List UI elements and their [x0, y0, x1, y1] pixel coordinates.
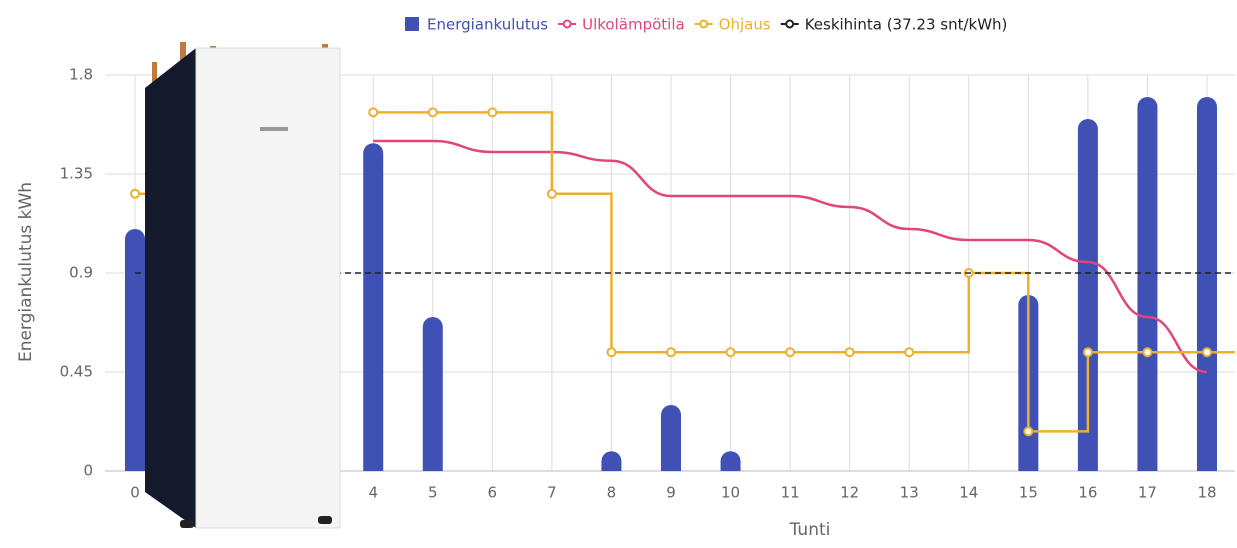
point [1202, 347, 1212, 358]
y-axis-title: Energiankulutus kWh [16, 182, 36, 362]
point [844, 347, 855, 358]
point [368, 107, 379, 118]
bar [601, 451, 622, 471]
x-tick-label: 4 [368, 484, 378, 502]
point [666, 347, 676, 358]
x-axis-title: Tunti [789, 520, 831, 540]
x-tick-label: 13 [900, 484, 919, 502]
legend-swatch [785, 19, 795, 29]
point [1142, 347, 1153, 358]
x-tick-label: 0 [130, 484, 140, 502]
bar [1197, 97, 1217, 471]
point [546, 188, 557, 199]
x-tick-label: 8 [607, 484, 617, 502]
legend-label: Keskihinta (37.23 snt/kWh) [805, 16, 1008, 34]
y-tick-label: 1.35 [60, 165, 93, 183]
x-tick-label: 14 [959, 484, 978, 502]
point [130, 188, 140, 199]
point [1023, 426, 1034, 437]
x-tick-label: 18 [1197, 484, 1216, 502]
x-tick-label: 10 [721, 484, 740, 502]
x-tick-label: 6 [488, 484, 498, 502]
point [785, 347, 796, 358]
point [427, 107, 438, 118]
bar [720, 451, 741, 471]
legend-swatch [405, 17, 419, 31]
point [606, 347, 617, 358]
point [1082, 347, 1093, 358]
x-tick-label: 17 [1138, 484, 1157, 502]
bar [1137, 97, 1158, 471]
point [904, 347, 915, 358]
point [725, 347, 736, 358]
y-tick-label: 0.9 [69, 264, 93, 282]
x-tick-label: 12 [840, 484, 859, 502]
legend-swatch [699, 19, 709, 29]
bar [1077, 119, 1098, 472]
bar [363, 143, 384, 471]
legend-label: Ohjaus [719, 16, 771, 34]
line-series [373, 139, 1208, 374]
product-image [145, 42, 341, 529]
legend-swatch [562, 19, 572, 29]
y-tick-label: 0 [83, 462, 93, 480]
x-tick-label: 15 [1019, 484, 1038, 502]
y-tick-label: 1.8 [69, 66, 93, 84]
bar [422, 317, 443, 471]
bar [125, 229, 145, 471]
point [487, 107, 498, 118]
x-tick-label: 11 [781, 484, 800, 502]
legend: Energiankulutus Ulkolämpötila Ohjaus Keskih… [405, 16, 1007, 34]
y-tick-label: 0.45 [60, 363, 93, 381]
x-tick-label: 5 [428, 484, 438, 502]
x-tick-label: 9 [666, 484, 676, 502]
legend-label: Ulkolämpötila [582, 16, 685, 34]
legend-label: Energiankulutus [427, 16, 548, 34]
x-tick-label: 7 [547, 484, 557, 502]
bar [661, 405, 681, 471]
x-tick-label: 16 [1078, 484, 1097, 502]
